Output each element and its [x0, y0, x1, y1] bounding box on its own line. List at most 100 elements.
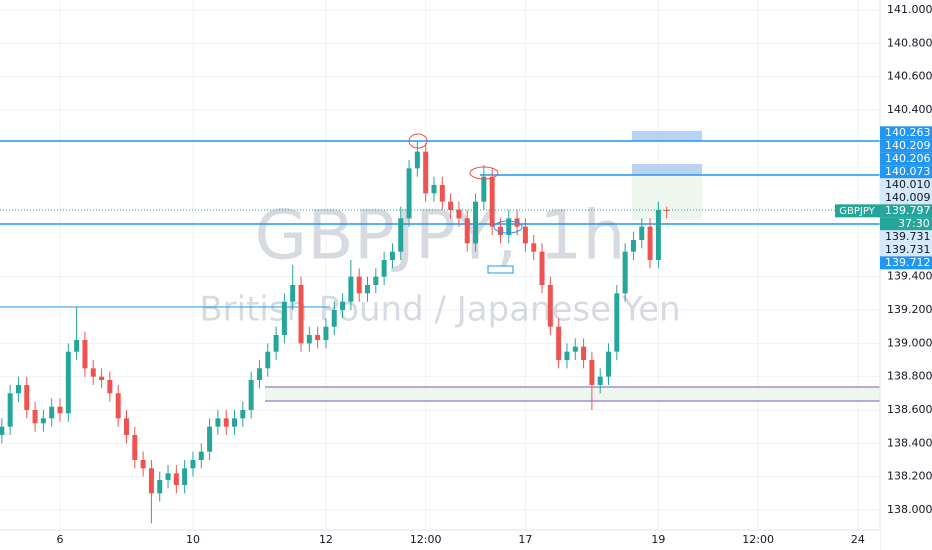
candle-body [265, 351, 271, 369]
candle-body [489, 176, 495, 227]
x-tick-label: 12:00 [410, 533, 442, 546]
candle-body [323, 326, 329, 340]
candles [0, 141, 670, 524]
countdown-label: 37:30 [898, 217, 930, 230]
candle-body [365, 285, 370, 294]
y-tick-label: 139.200 [887, 303, 932, 316]
candle-body [406, 168, 412, 219]
candle-body [256, 368, 262, 380]
candle-body [148, 468, 154, 494]
candle-body [556, 326, 562, 360]
price-tag [880, 243, 932, 257]
candle-body [456, 210, 462, 219]
candle-body [215, 418, 221, 427]
candle-body [398, 218, 404, 252]
countdown-tag [880, 217, 932, 231]
price-tag-label: 139.731 [885, 243, 931, 256]
candle-body [647, 226, 653, 260]
candle-body [597, 376, 603, 385]
marker-ellipse [493, 220, 523, 234]
candle-body [40, 418, 46, 424]
candle-body [448, 201, 454, 210]
candle-body [182, 468, 188, 485]
watermark: GBPJPY, 1h [254, 197, 625, 276]
candle-body [198, 451, 204, 460]
candle-body [207, 426, 213, 452]
candle-body [464, 218, 470, 244]
price-tag-label: 140.073 [885, 165, 931, 178]
candle-body [232, 418, 238, 427]
candle-body [389, 251, 395, 260]
candle-body [572, 346, 578, 352]
candle-body [606, 351, 612, 377]
y-tick-label: 140.400 [887, 103, 932, 116]
marker-ellipse [408, 133, 428, 149]
marker-ellipse [469, 166, 499, 180]
price-tag-label: 140.009 [885, 191, 931, 204]
candle-body [481, 176, 487, 202]
price-tag-label: 139.731 [885, 230, 931, 243]
candle-body [281, 301, 287, 335]
candle-body [32, 410, 38, 424]
candle-body [373, 276, 379, 285]
candle-body [65, 351, 71, 414]
candle-body [414, 151, 420, 169]
candle-body [431, 185, 437, 194]
y-tick-label: 141.000 [887, 3, 932, 16]
candle-body [622, 251, 628, 294]
price-tag [880, 165, 932, 179]
symbol-label: GBPJPY [839, 206, 875, 217]
candle-body [315, 335, 321, 340]
y-tick-label: 138.800 [887, 370, 932, 383]
candle-body [49, 406, 55, 419]
candle-body [7, 393, 13, 427]
price-tag-label: 140.263 [885, 126, 931, 139]
candle-body [331, 310, 337, 327]
candle-body [173, 473, 179, 485]
price-tag [880, 191, 932, 205]
candle-body [306, 335, 312, 344]
candle-body [57, 406, 63, 414]
candle-body [506, 218, 512, 235]
candle-body [547, 285, 553, 327]
candle-body [564, 351, 570, 360]
price-tag-label: 139.712 [885, 256, 931, 269]
candle-body [132, 435, 138, 460]
candle-body [240, 410, 246, 419]
y-tick-label: 140.800 [887, 36, 932, 49]
candle-body [581, 346, 587, 360]
candle-body [24, 385, 30, 410]
candle-body [0, 426, 5, 435]
x-tick-label: 12:00 [742, 533, 774, 546]
x-tick-label: 10 [186, 533, 200, 546]
y-tick-label: 138.400 [887, 436, 932, 449]
candle-body [298, 285, 304, 344]
candle-body [140, 460, 146, 469]
last-price-tag [880, 204, 932, 218]
candle-body [423, 151, 429, 194]
price-tag-label: 140.206 [885, 152, 931, 165]
candle-body [348, 276, 354, 302]
candle-body [157, 480, 163, 494]
candle-body [630, 240, 636, 252]
grid [0, 0, 880, 530]
candle-body [356, 276, 362, 294]
y-tick-label: 140.600 [887, 70, 932, 83]
candle-body [273, 335, 279, 352]
candle-body [522, 226, 528, 244]
candle-body [107, 380, 113, 394]
marker-box [487, 265, 514, 274]
candle-body [82, 340, 88, 369]
candle-body [497, 226, 503, 235]
candle-body [190, 460, 196, 469]
price-tag [880, 256, 932, 270]
candle-body [165, 473, 171, 480]
y-tick-label: 139.400 [887, 270, 932, 283]
symbol-tag [835, 204, 880, 218]
price-tag-label: 140.209 [885, 139, 931, 152]
candle-body [115, 393, 121, 419]
target-zone [632, 164, 702, 175]
candle-body [614, 293, 620, 352]
x-tick-label: 24 [851, 533, 865, 546]
